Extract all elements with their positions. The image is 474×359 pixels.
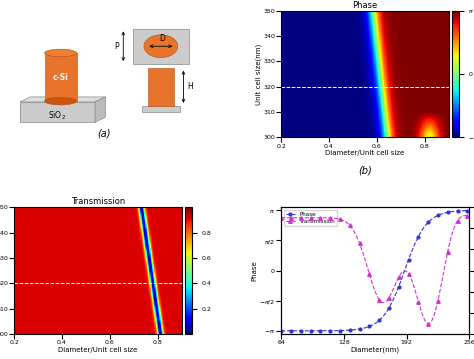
Legend: Phase, Transmission: Phase, Transmission (284, 210, 337, 226)
Ellipse shape (45, 49, 77, 57)
Transmission (347, 223, 353, 228)
Phase (347, 328, 353, 332)
Text: H: H (187, 82, 193, 91)
Transmission (425, 321, 431, 326)
X-axis label: Diameter/Unit cell size: Diameter/Unit cell size (325, 150, 404, 156)
Title: Phase: Phase (352, 1, 377, 10)
Transmission (322, 216, 328, 220)
Line: Transmission: Transmission (280, 214, 471, 325)
Title: Transmission: Transmission (71, 197, 125, 206)
Phase (466, 208, 472, 213)
Text: (b): (b) (358, 165, 372, 176)
Transmission (419, 309, 424, 313)
Y-axis label: Phase: Phase (251, 260, 257, 281)
Phase (419, 229, 424, 234)
Phase (395, 287, 401, 291)
Text: (a): (a) (98, 129, 111, 139)
Polygon shape (133, 28, 189, 64)
X-axis label: Diameter/Unit cell size: Diameter/Unit cell size (58, 346, 137, 353)
Transmission (464, 214, 469, 218)
Phase (354, 327, 359, 332)
Phase (419, 228, 425, 232)
Polygon shape (20, 97, 105, 102)
Transmission (466, 214, 472, 218)
Polygon shape (20, 102, 95, 122)
Polygon shape (95, 97, 105, 122)
Polygon shape (45, 53, 77, 101)
Circle shape (144, 35, 178, 58)
Transmission (278, 215, 284, 220)
Polygon shape (148, 68, 174, 106)
Ellipse shape (45, 97, 77, 105)
Polygon shape (142, 106, 180, 112)
Text: SiO$_2$: SiO$_2$ (48, 109, 66, 122)
Transmission (395, 277, 401, 281)
Phase (278, 329, 284, 333)
Y-axis label: Unit cell size(nm): Unit cell size(nm) (255, 43, 262, 105)
Text: P: P (114, 42, 118, 51)
Transmission (419, 312, 425, 316)
Text: c-Si: c-Si (53, 73, 68, 81)
Transmission (354, 234, 359, 239)
Text: D: D (159, 34, 165, 43)
Phase (322, 328, 328, 333)
Line: Phase: Phase (280, 209, 471, 332)
X-axis label: Diameter(nm): Diameter(nm) (351, 346, 400, 353)
